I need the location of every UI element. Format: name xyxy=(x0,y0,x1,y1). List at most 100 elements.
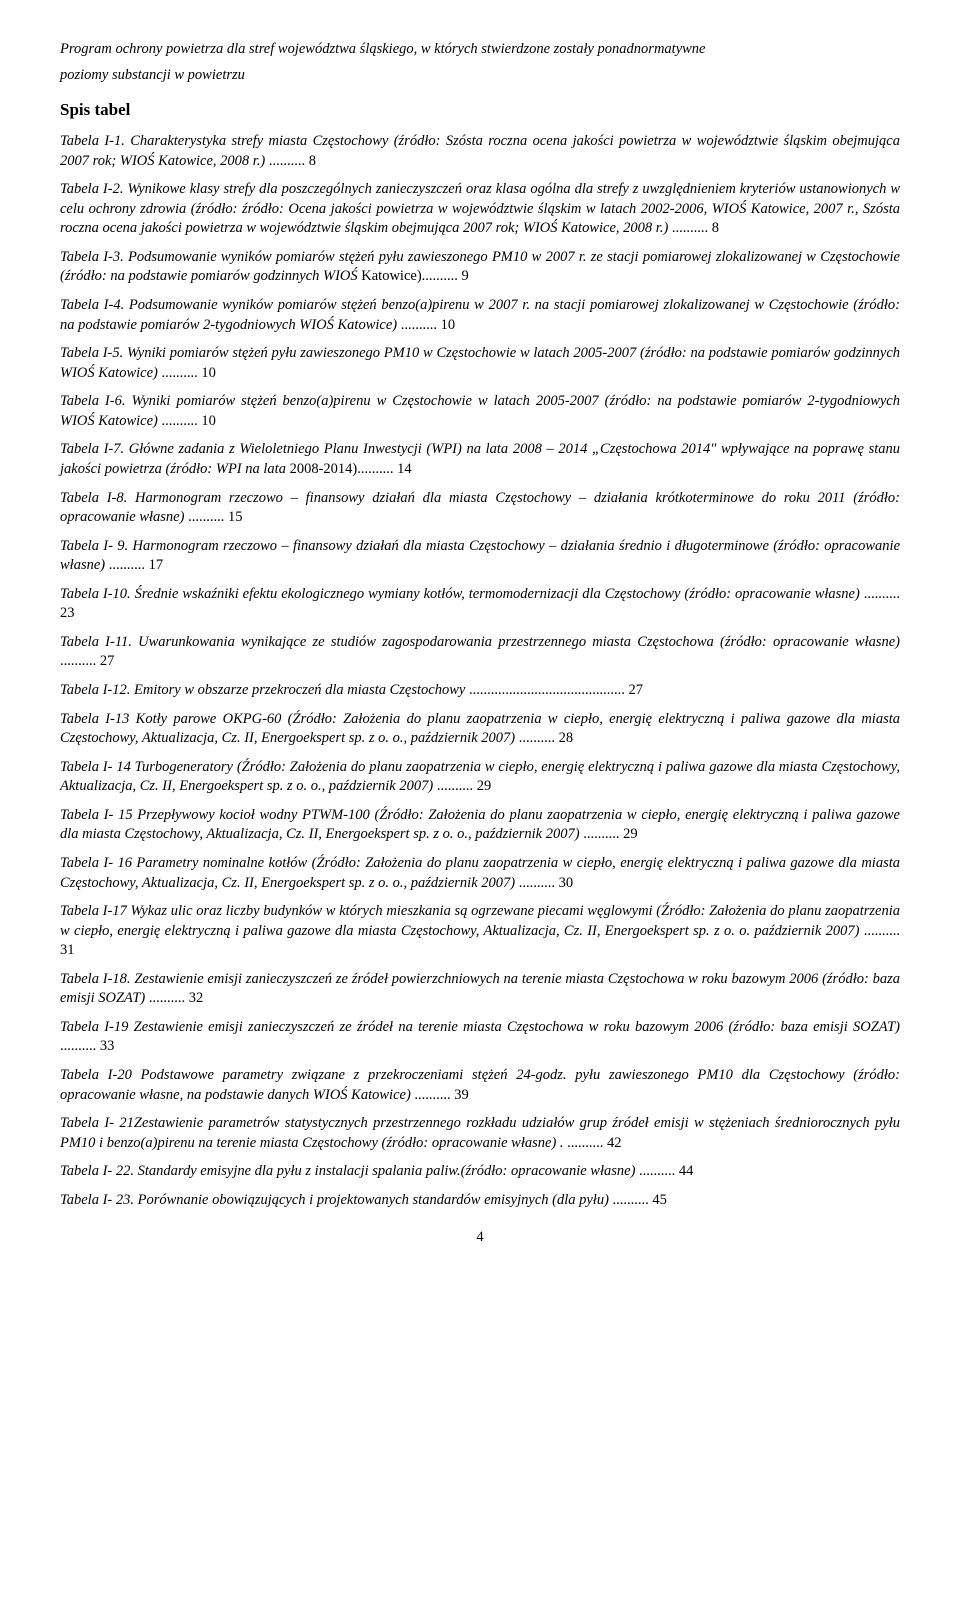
toc-entry-page: .......... 39 xyxy=(414,1087,468,1103)
toc-entry-text: Tabela I-1. Charakterystyka strefy miast… xyxy=(60,133,900,169)
toc-entry-page: .......... 44 xyxy=(639,1163,693,1179)
toc-entry-page: .......... 15 xyxy=(188,509,242,525)
toc-entry-page: .......... 29 xyxy=(437,778,491,794)
toc-page-number: 45 xyxy=(649,1192,667,1208)
toc-entry-text: Tabela I-7. Główne zadania z Wieloletnie… xyxy=(60,441,900,477)
toc-entry-page: .......... 10 xyxy=(161,365,215,381)
toc-entry: Tabela I- 21Zestawienie parametrów staty… xyxy=(60,1114,900,1153)
toc-entry-page: .......... 8 xyxy=(672,220,719,236)
leader-dots: .......... xyxy=(613,1192,649,1208)
toc-page-number: 9 xyxy=(458,268,469,284)
leader-dots: .......... xyxy=(864,923,900,939)
toc-entry-text: Tabela I- 16 Parametry nominalne kotłów … xyxy=(60,855,900,891)
leader-dots: .......... xyxy=(414,1087,450,1103)
toc-entry: Tabela I- 22. Standardy emisyjne dla pył… xyxy=(60,1162,900,1182)
toc-entry: Tabela I-12. Emitory w obszarze przekroc… xyxy=(60,681,900,701)
page-header-line2: poziomy substancji w powietrzu xyxy=(60,66,900,86)
toc-page-number: 15 xyxy=(224,509,242,525)
toc-page-number: 30 xyxy=(555,875,573,891)
toc-entry: Tabela I-2. Wynikowe klasy strefy dla po… xyxy=(60,180,900,239)
leader-dots: .......... xyxy=(149,990,185,1006)
toc-entry-text: Tabela I-2. Wynikowe klasy strefy dla po… xyxy=(60,181,900,236)
toc-entry: Tabela I-17 Wykaz ulic oraz liczby budyn… xyxy=(60,902,900,961)
leader-dots: .......... xyxy=(639,1163,675,1179)
toc-entry: Tabela I-5. Wyniki pomiarów stężeń pyłu … xyxy=(60,344,900,383)
page-number: 4 xyxy=(60,1228,900,1248)
leader-dots: .......... xyxy=(672,220,708,236)
table-of-tables: Tabela I-1. Charakterystyka strefy miast… xyxy=(60,132,900,1210)
toc-entry-page: .......... 28 xyxy=(519,730,573,746)
toc-entry: Tabela I- 23. Porównanie obowiązujących … xyxy=(60,1191,900,1211)
toc-entry-page: .......... 27 xyxy=(60,653,114,669)
leader-dots: .......... xyxy=(864,586,900,602)
toc-entry: Tabela I-1. Charakterystyka strefy miast… xyxy=(60,132,900,171)
toc-entry-text: Tabela I- 15 Przepływowy kocioł wodny PT… xyxy=(60,807,900,843)
toc-entry-page: .......... 32 xyxy=(149,990,203,1006)
toc-entry-page: .......... 45 xyxy=(613,1192,667,1208)
toc-entry-text: Tabela I-20 Podstawowe parametry związan… xyxy=(60,1067,900,1103)
toc-page-number: 32 xyxy=(185,990,203,1006)
toc-entry-text: Tabela I-13 Kotły parowe OKPG-60 (Źródło… xyxy=(60,711,900,747)
toc-page-number: 10 xyxy=(437,317,455,333)
toc-page-number: 44 xyxy=(675,1163,693,1179)
toc-entry: Tabela I-20 Podstawowe parametry związan… xyxy=(60,1066,900,1105)
toc-entry-page: .......... 33 xyxy=(60,1038,114,1054)
toc-entry-text: Tabela I- 21Zestawienie parametrów staty… xyxy=(60,1115,900,1151)
leader-dots: .......... xyxy=(161,413,197,429)
toc-page-number: 10 xyxy=(198,413,216,429)
toc-page-number: 28 xyxy=(555,730,573,746)
toc-entry: Tabela I-18. Zestawienie emisji zanieczy… xyxy=(60,970,900,1009)
toc-page-number: 23 xyxy=(60,605,75,621)
toc-entry-page: .......... 29 xyxy=(583,826,637,842)
toc-entry: Tabela I- 14 Turbogeneratory (Źródło: Za… xyxy=(60,758,900,797)
leader-dots: .......... xyxy=(519,875,555,891)
leader-dots: .......... xyxy=(60,653,96,669)
toc-entry-page: .......... 42 xyxy=(567,1135,621,1151)
leader-dots: .......... xyxy=(437,778,473,794)
toc-entry-page: ........................................… xyxy=(469,682,643,698)
toc-page-number: 8 xyxy=(708,220,719,236)
leader-dots: .......... xyxy=(422,268,458,284)
leader-dots: .......... xyxy=(357,461,393,477)
toc-entry-page: .......... 14 xyxy=(357,461,411,477)
leader-dots: .......... xyxy=(583,826,619,842)
toc-entry-page: .......... 8 xyxy=(269,153,316,169)
toc-entry-text: Tabela I-17 Wykaz ulic oraz liczby budyn… xyxy=(60,903,900,939)
toc-entry: Tabela I- 9. Harmonogram rzeczowo – fina… xyxy=(60,537,900,576)
toc-entry-text: Tabela I-19 Zestawienie emisji zanieczys… xyxy=(60,1019,900,1035)
toc-page-number: 29 xyxy=(619,826,637,842)
toc-page-number: 29 xyxy=(473,778,491,794)
toc-entry-page: .......... 10 xyxy=(161,413,215,429)
toc-entry-suffix: Katowice) xyxy=(361,268,421,284)
toc-entry-text: Tabela I-8. Harmonogram rzeczowo – finan… xyxy=(60,490,900,526)
toc-entry-text: Tabela I-4. Podsumowanie wyników pomiaró… xyxy=(60,297,900,333)
toc-entry: Tabela I-7. Główne zadania z Wieloletnie… xyxy=(60,440,900,479)
toc-entry-text: Tabela I- 9. Harmonogram rzeczowo – fina… xyxy=(60,538,900,574)
toc-entry: Tabela I-19 Zestawienie emisji zanieczys… xyxy=(60,1018,900,1057)
leader-dots: .......... xyxy=(519,730,555,746)
toc-page-number: 17 xyxy=(145,557,163,573)
toc-entry: Tabela I- 15 Przepływowy kocioł wodny PT… xyxy=(60,806,900,845)
toc-entry: Tabela I-6. Wyniki pomiarów stężeń benzo… xyxy=(60,392,900,431)
toc-entry-text: Tabela I- 23. Porównanie obowiązujących … xyxy=(60,1192,613,1208)
toc-page-number: 33 xyxy=(96,1038,114,1054)
toc-page-number: 27 xyxy=(625,682,643,698)
toc-entry-page: .......... 10 xyxy=(401,317,455,333)
toc-page-number: 39 xyxy=(451,1087,469,1103)
toc-entry-page: .......... 17 xyxy=(109,557,163,573)
toc-entry: Tabela I-4. Podsumowanie wyników pomiaró… xyxy=(60,296,900,335)
document-page: Program ochrony powietrza dla stref woje… xyxy=(0,0,960,1278)
leader-dots: .......... xyxy=(567,1135,603,1151)
toc-entry: Tabela I-11. Uwarunkowania wynikające ze… xyxy=(60,633,900,672)
toc-page-number: 31 xyxy=(60,942,75,958)
toc-entry-page: .......... 9 xyxy=(422,268,469,284)
leader-dots: .......... xyxy=(401,317,437,333)
toc-page-number: 8 xyxy=(305,153,316,169)
leader-dots: .......... xyxy=(188,509,224,525)
toc-page-number: 27 xyxy=(96,653,114,669)
toc-entry-text: Tabela I- 22. Standardy emisyjne dla pył… xyxy=(60,1163,639,1179)
toc-page-number: 42 xyxy=(603,1135,621,1151)
toc-page-number: 10 xyxy=(198,365,216,381)
toc-entry-text: Tabela I-11. Uwarunkowania wynikające ze… xyxy=(60,634,900,650)
toc-entry: Tabela I-3. Podsumowanie wyników pomiaró… xyxy=(60,248,900,287)
